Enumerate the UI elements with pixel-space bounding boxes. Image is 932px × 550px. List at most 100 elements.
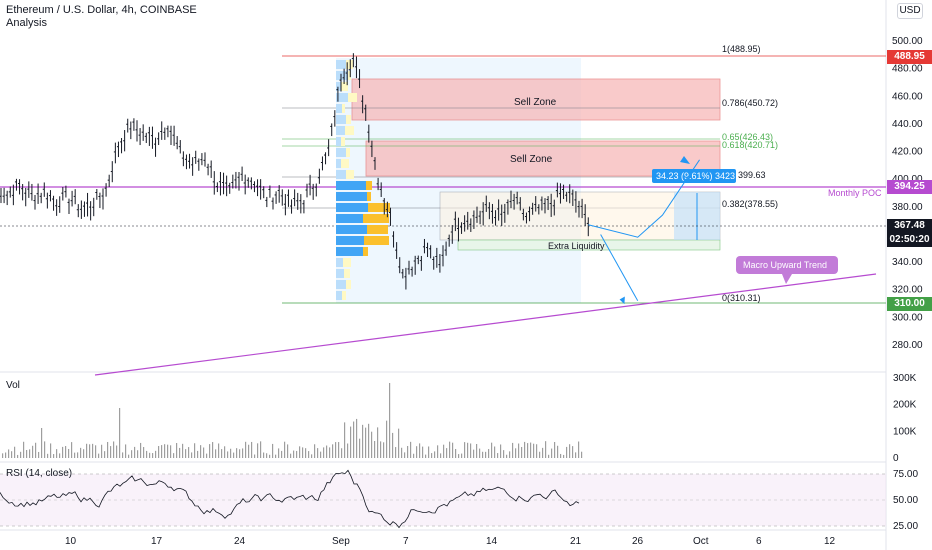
volume-profile-bar-buy <box>336 269 344 278</box>
volume-bar <box>299 446 301 458</box>
volume-bar <box>26 450 28 458</box>
volume-bar <box>521 446 523 458</box>
volume-bar <box>428 446 430 458</box>
volume-bar <box>149 452 151 458</box>
volume-bar <box>272 443 274 458</box>
volume-bar <box>155 450 157 458</box>
volume-bar <box>245 441 247 458</box>
volume-bar <box>194 443 196 458</box>
volume-profile-bar-sell <box>363 214 389 223</box>
price-tick-1: 480.00 <box>892 64 923 75</box>
volume-profile-bar-buy <box>336 60 346 69</box>
volume-bar <box>359 438 361 458</box>
time-axis[interactable]: 10 17 24 Sep 7 14 21 26 Oct 6 12 <box>65 536 836 547</box>
volume-bar <box>131 450 133 458</box>
volume-bar <box>473 449 475 458</box>
volume-profile-bar-sell <box>341 137 345 146</box>
volume-profile-bar-sell <box>346 115 351 124</box>
volume-bar <box>527 443 529 458</box>
volume-profile-bar-sell <box>346 148 350 157</box>
volume-bar <box>254 454 256 458</box>
volume-profile-bar-buy <box>336 126 345 135</box>
volume-bar <box>74 452 76 458</box>
volume-bar <box>293 450 295 458</box>
volume-bar <box>284 441 286 458</box>
volume-bar <box>44 441 46 458</box>
volume-bar <box>17 454 19 458</box>
volume-bar <box>239 449 241 458</box>
volume-bar <box>86 443 88 458</box>
projection-down-path[interactable] <box>600 234 639 302</box>
analysis-label: Analysis <box>6 17 47 29</box>
volume-bar <box>290 453 292 458</box>
fib-1-label: 1(488.95) <box>722 44 761 54</box>
projection-path[interactable] <box>588 159 700 238</box>
volume-bars <box>2 383 583 458</box>
volume-bar <box>260 441 262 458</box>
volume-bar <box>221 449 223 458</box>
volume-bar <box>53 454 55 458</box>
time-tick-9: 6 <box>756 536 762 547</box>
volume-bar <box>179 447 181 458</box>
volume-bar <box>323 447 325 458</box>
volume-bar <box>134 446 136 458</box>
volume-bar <box>128 454 130 458</box>
volume-bar <box>23 441 25 458</box>
volume-profile-bar-buy <box>336 104 342 113</box>
volume-bar <box>524 441 526 458</box>
vol-pane-title: Vol <box>6 380 20 391</box>
volume-bar <box>65 446 67 458</box>
volume-bar <box>176 443 178 458</box>
volume-bar <box>368 423 370 458</box>
extra-liquidity-zone[interactable] <box>457 239 721 251</box>
volume-bar <box>71 442 73 458</box>
currency-button[interactable]: USD <box>897 3 923 19</box>
volume-bar <box>566 446 568 458</box>
volume-profile-bar-sell <box>345 126 354 135</box>
sell-zone-upper[interactable] <box>351 78 721 121</box>
volume-bar <box>98 453 100 458</box>
time-tick-0: 10 <box>65 536 77 547</box>
volume-bar <box>404 452 406 458</box>
low-price-tag: 310.00 <box>887 297 932 311</box>
volume-bar <box>161 445 163 458</box>
volume-bar <box>50 443 52 458</box>
volume-bar <box>200 445 202 458</box>
volume-profile-bar-sell <box>366 181 372 190</box>
volume-profile-bar-buy <box>336 225 367 234</box>
volume-bar <box>185 449 187 458</box>
macro-trend-line[interactable] <box>94 273 877 376</box>
volume-bar <box>41 428 43 458</box>
volume-bar <box>164 444 166 458</box>
volume-bar <box>125 444 127 458</box>
volume-bar <box>305 448 307 458</box>
volume-bar <box>212 442 214 458</box>
volume-bar <box>533 443 535 458</box>
volume-profile-bar-buy <box>336 93 348 102</box>
volume-bar <box>278 448 280 458</box>
volume-bar <box>137 450 139 458</box>
volume-bar <box>488 449 490 458</box>
volume-bar <box>506 454 508 458</box>
volume-bar <box>122 452 124 458</box>
volume-bar <box>395 447 397 458</box>
macro-trend-label: Macro Upward Trend <box>743 260 827 270</box>
volume-bar <box>350 426 352 458</box>
projection-label-box <box>652 169 736 183</box>
fib-0618-label: 0.618(420.71) <box>722 140 778 150</box>
projection-up-arrow <box>680 156 690 164</box>
volume-bar <box>545 441 547 458</box>
rsi-pane-title: RSI (14, close) <box>6 468 72 479</box>
extra-liquidity-label: Extra Liquidity <box>548 241 605 251</box>
fib-065-label: 0.65(426.43) <box>722 132 773 142</box>
volume-bar <box>59 453 61 458</box>
volume-profile-bar-buy <box>336 71 348 80</box>
volume-profile-bar-sell <box>368 203 390 212</box>
volume-bar <box>563 454 565 458</box>
time-tick-6: 21 <box>570 536 582 547</box>
volume-bar <box>314 444 316 458</box>
volume-profile-bar-sell <box>342 291 346 300</box>
volume-bar <box>266 453 268 458</box>
volume-bar <box>116 445 118 458</box>
